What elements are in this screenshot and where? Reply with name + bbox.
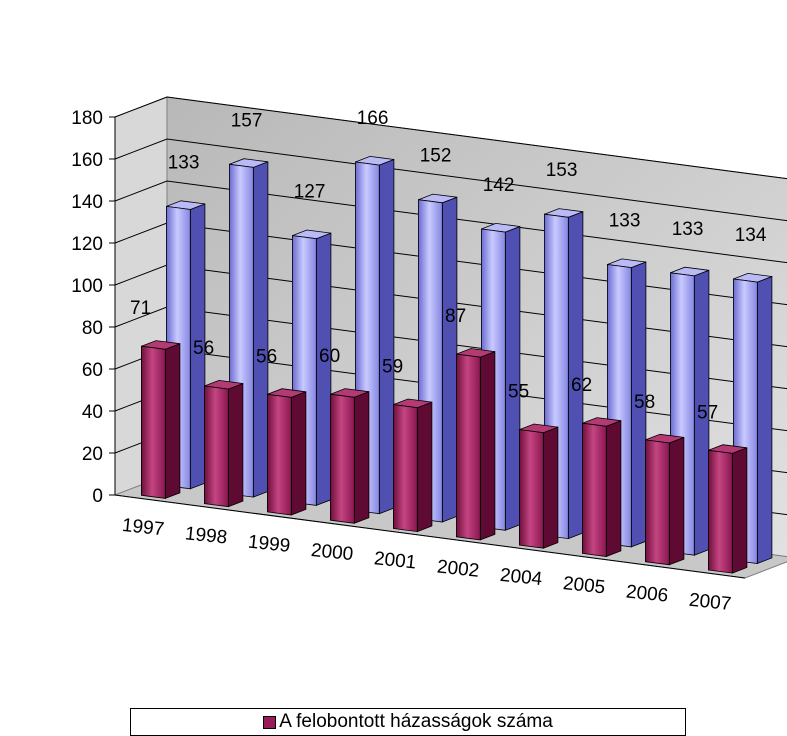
bar-red xyxy=(392,398,433,533)
x-tick-label: 2001 xyxy=(373,548,417,573)
y-tick-label: 60 xyxy=(82,360,103,381)
data-label-blue: 133 xyxy=(168,152,200,173)
bar-front xyxy=(140,345,166,499)
bar-side xyxy=(479,351,496,541)
data-label-blue: 157 xyxy=(231,110,263,131)
bar-side xyxy=(315,232,332,506)
data-label-blue: 153 xyxy=(546,160,578,181)
x-tick-label: 2007 xyxy=(688,590,732,615)
bar-front xyxy=(582,422,607,557)
bar-front xyxy=(455,353,481,541)
data-label-blue: 134 xyxy=(735,225,767,246)
legend-swatch xyxy=(263,715,277,729)
x-tick-label: 2004 xyxy=(499,565,544,590)
x-tick-label: 2002 xyxy=(436,557,480,582)
bar-front xyxy=(392,404,418,533)
bar-front xyxy=(329,393,355,524)
data-label-blue: 152 xyxy=(420,146,452,167)
bar-red xyxy=(140,340,181,499)
data-label-red: 56 xyxy=(256,346,277,367)
bar-red xyxy=(582,417,622,558)
x-axis-ticks: 1997 1998 1999 2000 2001 2002 2004 2005 2006 2007 xyxy=(114,494,746,615)
y-tick-label: 100 xyxy=(71,276,103,297)
bar-side xyxy=(416,401,433,533)
y-tick-label: 80 xyxy=(82,318,103,339)
data-label-blue: 142 xyxy=(483,175,515,196)
data-label-blue: 166 xyxy=(357,108,389,129)
data-label-red: 62 xyxy=(571,375,592,396)
bar-front xyxy=(266,393,292,516)
gridline xyxy=(114,180,787,264)
x-axis-line xyxy=(114,494,746,579)
x-tick-label: 1997 xyxy=(121,515,165,540)
bar-side xyxy=(731,447,748,574)
x-tick-label: 1998 xyxy=(184,523,228,548)
x-tick-label: 2006 xyxy=(625,581,669,606)
bar-side xyxy=(290,391,307,516)
data-label-red: 60 xyxy=(319,346,340,367)
bar-red xyxy=(708,444,748,574)
bar-front xyxy=(708,449,733,574)
data-label-red: 56 xyxy=(193,338,214,359)
bar-red xyxy=(455,348,496,541)
data-label-red: 57 xyxy=(697,402,718,423)
y-tick-label: 20 xyxy=(82,444,103,465)
bar-red xyxy=(329,388,370,524)
data-label-blue: 127 xyxy=(294,182,326,203)
y-tick-label: 0 xyxy=(92,486,103,507)
bar-side xyxy=(756,275,773,565)
data-labels: 71 56 56 60 59 87 55 62 58 57 133 157 127 166 152 142 15… xyxy=(130,108,767,423)
bar-red xyxy=(645,433,685,566)
y-tick-label: 40 xyxy=(82,402,103,423)
x-tick-label: 1999 xyxy=(247,532,291,557)
bar-side xyxy=(353,391,370,524)
bar-side xyxy=(542,426,559,549)
gridline xyxy=(114,138,787,222)
bar-front xyxy=(203,385,229,508)
data-label-blue: 133 xyxy=(672,219,704,240)
data-label-red: 71 xyxy=(130,298,151,319)
bar-side xyxy=(504,225,521,531)
y-axis-ticks: 0 20 40 60 80 100 120 140 160 180 xyxy=(71,108,116,507)
bar-side xyxy=(668,436,685,566)
bar-front xyxy=(645,439,670,566)
bar-front xyxy=(519,429,544,549)
y-tick-label: 180 xyxy=(71,108,103,129)
bar-side xyxy=(605,420,622,558)
bars xyxy=(140,155,773,574)
bar-side xyxy=(441,196,458,523)
gridline xyxy=(114,96,787,180)
y-tick-label: 140 xyxy=(71,192,103,213)
x-tick-label: 2000 xyxy=(310,540,354,565)
legend: A felobontott házasságok száma xyxy=(130,708,686,736)
data-label-red: 87 xyxy=(445,306,466,327)
bar-side xyxy=(378,158,395,515)
data-label-red: 59 xyxy=(382,357,403,378)
x-tick-label: 2005 xyxy=(562,573,606,598)
y-tick-label: 120 xyxy=(71,234,103,255)
data-label-red: 58 xyxy=(634,392,655,413)
bar-red xyxy=(203,379,244,508)
bar-side xyxy=(164,343,181,499)
y-tick-label: 160 xyxy=(71,150,103,171)
bar-side xyxy=(227,382,244,508)
bar-red xyxy=(266,388,307,516)
data-label-blue: 133 xyxy=(609,210,641,231)
legend-label: A felobontott házasságok száma xyxy=(279,711,553,732)
bar-side xyxy=(252,161,269,498)
bar-red xyxy=(519,423,559,549)
data-label-red: 55 xyxy=(508,382,529,403)
